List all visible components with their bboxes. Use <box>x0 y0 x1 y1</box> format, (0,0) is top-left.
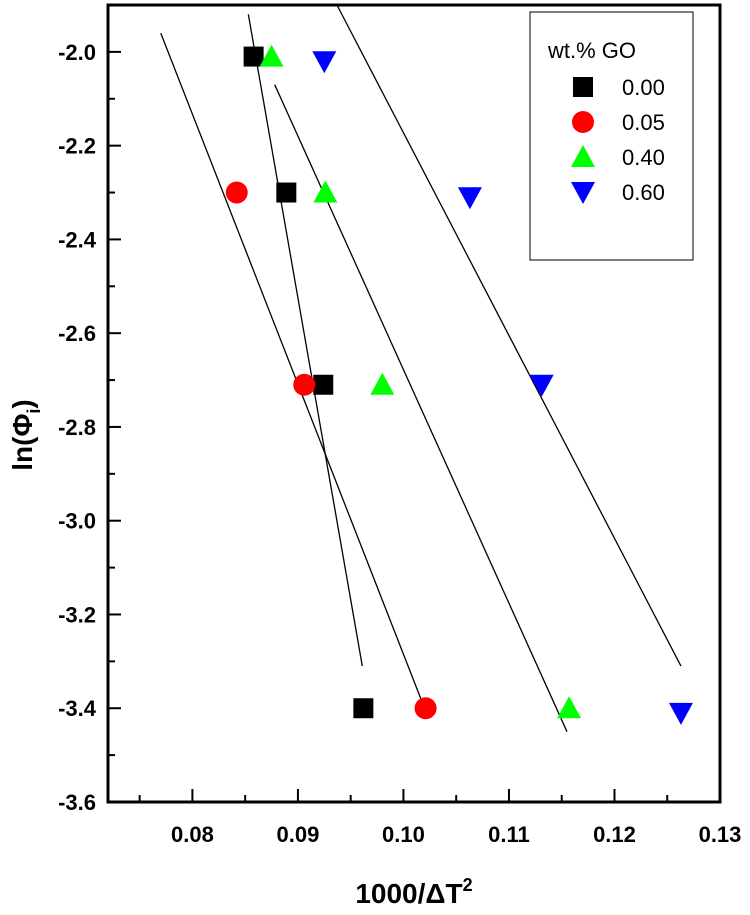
y-axis-title-main: ln(Φ <box>7 414 38 471</box>
x-tick-label: 0.13 <box>699 822 742 847</box>
y-axis-title: ln(Φi) <box>7 399 44 471</box>
y-axis-title-subscript: i <box>24 409 44 414</box>
point-0-40 <box>259 44 284 67</box>
point-0-05 <box>293 373 316 396</box>
point-0-60 <box>312 51 337 74</box>
plot-frame <box>106 3 722 804</box>
fit-line-0-05 <box>160 32 426 709</box>
legend: wt.% GO 0.00 0.05 0.40 0.60 <box>529 11 694 261</box>
x-tick-label: 0.10 <box>382 822 425 847</box>
legend-items: 0.00 0.05 0.40 0.60 <box>571 75 665 205</box>
legend-title: wt.% GO <box>547 38 636 63</box>
x-axis-ticks: 0.08 0.09 0.10 0.11 0.12 0.13 <box>138 789 742 847</box>
y-tick-label: -2.6 <box>58 321 96 346</box>
y-tick-label: -2.0 <box>58 40 96 65</box>
point-0-05 <box>414 697 437 720</box>
x-tick-label: 0.11 <box>488 822 530 847</box>
fit-line-0-00 <box>247 14 363 667</box>
y-tick-label: -3.2 <box>58 602 96 627</box>
legend-marker-0-60 <box>571 182 595 204</box>
fit-line-0-60 <box>336 4 682 667</box>
y-tick-label: -2.2 <box>58 134 96 159</box>
y-tick-label: -2.8 <box>58 415 96 440</box>
point-0-60 <box>529 374 554 397</box>
legend-marker-0-05 <box>572 111 594 133</box>
y-tick-label: -3.4 <box>58 696 97 721</box>
point-0-00 <box>313 374 334 395</box>
legend-box <box>529 11 694 261</box>
legend-label: 0.05 <box>622 110 665 135</box>
y-tick-label: -3.0 <box>58 509 96 534</box>
point-0-40 <box>370 372 395 395</box>
legend-marker-0-40 <box>571 145 595 167</box>
data-points <box>225 44 693 725</box>
y-tick-label: -2.4 <box>58 227 97 252</box>
x-tick-label: 0.08 <box>171 822 214 847</box>
point-0-05 <box>225 181 248 204</box>
legend-label: 0.60 <box>622 180 665 205</box>
point-0-40 <box>313 180 338 203</box>
point-0-60 <box>457 187 482 210</box>
y-axis-ticks: -2.0 -2.2 -2.4 -2.6 -2.8 -3.0 -3.2 -3.4 -3.6 <box>58 4 121 815</box>
point-0-00 <box>353 698 374 719</box>
y-tick-label: -3.6 <box>58 790 96 815</box>
legend-label: 0.40 <box>622 145 665 170</box>
x-axis-title: 1000/ΔT2 <box>355 875 472 909</box>
y-axis-title-close: ) <box>7 399 38 408</box>
x-tick-label: 0.09 <box>277 822 320 847</box>
legend-label: 0.00 <box>622 75 665 100</box>
x-axis-title-superscript: 2 <box>463 875 473 895</box>
x-tick-label: 0.12 <box>593 822 636 847</box>
x-axis-title-main: 1000/ΔT <box>355 878 462 909</box>
point-0-40 <box>557 696 582 719</box>
point-0-00 <box>276 182 297 203</box>
point-0-00 <box>243 46 264 67</box>
point-0-60 <box>668 702 693 725</box>
legend-marker-0-00 <box>573 77 593 97</box>
